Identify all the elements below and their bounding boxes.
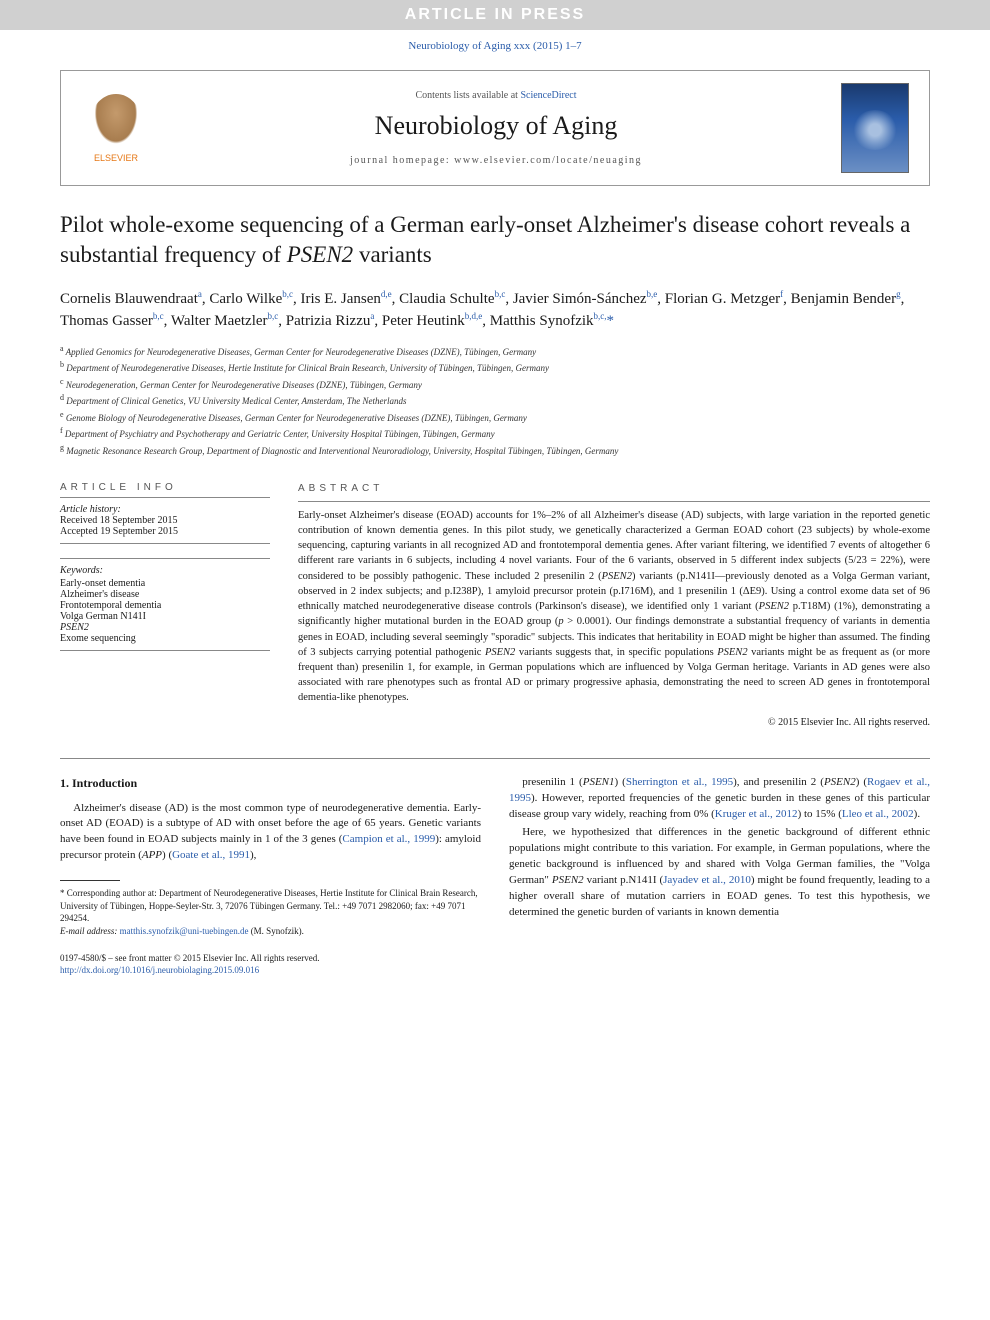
received-date: Received 18 September 2015 xyxy=(60,515,270,526)
homepage-url[interactable]: www.elsevier.com/locate/neuaging xyxy=(454,155,642,166)
elsevier-tree-icon xyxy=(91,94,141,149)
article-info-head: ARTICLE INFO xyxy=(60,482,270,493)
abstract-body: Early-onset Alzheimer's disease (EOAD) a… xyxy=(298,501,930,706)
abstract-head: ABSTRACT xyxy=(298,482,930,497)
keyword: PSEN2 xyxy=(60,622,270,633)
affiliation-line: b Department of Neurodegenerative Diseas… xyxy=(60,359,930,376)
article-title: Pilot whole-exome sequencing of a German… xyxy=(60,210,930,270)
keywords-label: Keywords: xyxy=(60,565,270,576)
sciencedirect-link[interactable]: ScienceDirect xyxy=(520,90,576,101)
journal-cover-thumbnail xyxy=(841,83,909,173)
corresponding-author: * Corresponding author at: Department of… xyxy=(60,887,481,937)
author-list: Cornelis Blauwendraata, Carlo Wilkeb,c, … xyxy=(60,288,930,333)
keyword: Frontotemporal dementia xyxy=(60,600,270,611)
title-gene: PSEN2 xyxy=(287,242,353,267)
intro-heading: 1. Introduction xyxy=(60,775,481,792)
intro-p1: Alzheimer's disease (AD) is the most com… xyxy=(60,801,481,865)
abstract: ABSTRACT Early-onset Alzheimer's disease… xyxy=(298,476,930,730)
keyword: Exome sequencing xyxy=(60,633,270,644)
elsevier-logo: ELSEVIER xyxy=(81,88,151,168)
keyword: Alzheimer's disease xyxy=(60,589,270,600)
affiliation-line: a Applied Genomics for Neurodegenerative… xyxy=(60,343,930,360)
accepted-date: Accepted 19 September 2015 xyxy=(60,526,270,537)
journal-header: ELSEVIER Contents lists available at Sci… xyxy=(60,70,930,186)
footer-meta: 0197-4580/$ – see front matter © 2015 El… xyxy=(60,952,481,977)
email-label: E-mail address: xyxy=(60,926,120,936)
contents-available: Contents lists available at ScienceDirec… xyxy=(151,90,841,101)
doi-link[interactable]: http://dx.doi.org/10.1016/j.neurobiolagi… xyxy=(60,965,259,975)
affiliation-line: c Neurodegeneration, German Center for N… xyxy=(60,376,930,393)
footnote-separator xyxy=(60,880,120,881)
title-post: variants xyxy=(353,242,432,267)
front-matter: 0197-4580/$ – see front matter © 2015 El… xyxy=(60,952,481,965)
affiliation-line: g Magnetic Resonance Research Group, Dep… xyxy=(60,442,930,459)
publisher-name: ELSEVIER xyxy=(94,153,138,163)
intro-p2: presenilin 1 (PSEN1) (Sherrington et al.… xyxy=(509,775,930,823)
contents-prefix: Contents lists available at xyxy=(415,90,520,101)
column-right: presenilin 1 (PSEN1) (Sherrington et al.… xyxy=(509,775,930,977)
intro-p3: Here, we hypothesized that differences i… xyxy=(509,825,930,921)
affiliations: a Applied Genomics for Neurodegenerative… xyxy=(60,343,930,459)
keyword: Volga German N141I xyxy=(60,611,270,622)
column-left: 1. Introduction Alzheimer's disease (AD)… xyxy=(60,775,481,977)
history-label: Article history: xyxy=(60,504,270,515)
journal-homepage: journal homepage: www.elsevier.com/locat… xyxy=(151,155,841,166)
article-history: Article history: Received 18 September 2… xyxy=(60,497,270,544)
abstract-copyright: © 2015 Elsevier Inc. All rights reserved… xyxy=(298,716,930,731)
corresponding-email[interactable]: matthis.synofzik@uni-tuebingen.de xyxy=(120,926,249,936)
journal-name: Neurobiology of Aging xyxy=(151,111,841,141)
affiliation-line: d Department of Clinical Genetics, VU Un… xyxy=(60,392,930,409)
header-center: Contents lists available at ScienceDirec… xyxy=(151,90,841,166)
corresponding-text: * Corresponding author at: Department of… xyxy=(60,887,481,925)
affiliation-line: f Department of Psychiatry and Psychothe… xyxy=(60,425,930,442)
citation-line: Neurobiology of Aging xxx (2015) 1–7 xyxy=(0,30,990,62)
homepage-label: journal homepage: xyxy=(350,155,454,166)
title-pre: Pilot whole-exome sequencing of a German… xyxy=(60,212,910,267)
article-in-press-banner: ARTICLE IN PRESS xyxy=(0,0,990,30)
article-info-sidebar: ARTICLE INFO Article history: Received 1… xyxy=(60,476,270,730)
keywords-block: Keywords: Early-onset dementiaAlzheimer'… xyxy=(60,558,270,651)
keyword: Early-onset dementia xyxy=(60,578,270,589)
affiliation-line: e Genome Biology of Neurodegenerative Di… xyxy=(60,409,930,426)
email-suffix: (M. Synofzik). xyxy=(248,926,304,936)
body-text: 1. Introduction Alzheimer's disease (AD)… xyxy=(60,758,930,977)
